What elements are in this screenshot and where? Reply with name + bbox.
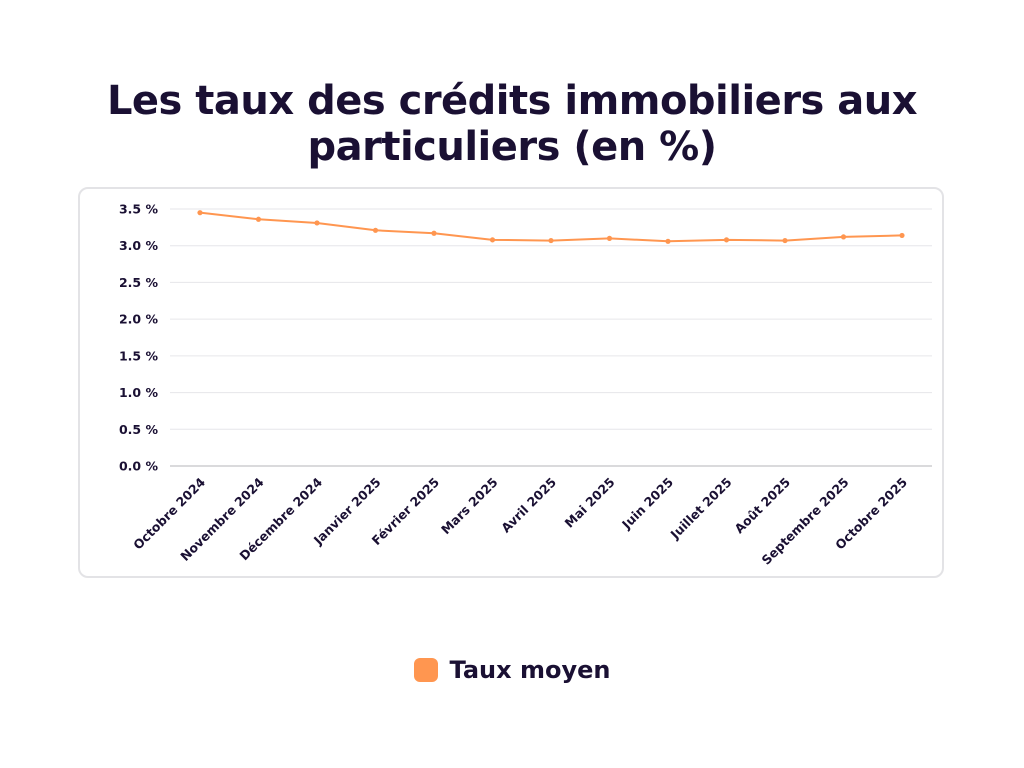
legend: Taux moyen (0, 656, 1024, 684)
x-tick-label: Avril 2025 (498, 475, 559, 536)
data-point[interactable] (606, 235, 613, 241)
y-tick-label: 2.5 % (119, 275, 158, 290)
y-tick-label: 0.5 % (119, 422, 158, 437)
data-point[interactable] (314, 220, 320, 226)
chart-card: 0.0 % 0.5 % 1.0 % 1.5 % 2.0 % 2.5 % 3.0 % 3.5 %… (78, 187, 944, 578)
data-point[interactable] (489, 237, 496, 243)
x-tick-label: Juin 2025 (618, 475, 676, 533)
chart-title: Les taux des crédits immobiliers aux par… (0, 78, 1024, 170)
x-tick-label: Mars 2025 (438, 475, 501, 538)
legend-label: Taux moyen (449, 656, 611, 684)
data-point[interactable] (255, 216, 262, 222)
y-tick-label: 0.0 % (119, 459, 158, 474)
data-point[interactable] (372, 227, 379, 233)
data-point[interactable] (840, 234, 847, 240)
series-line (199, 211, 903, 243)
y-axis-tick-labels: 0.0 % 0.5 % 1.0 % 1.5 % 2.0 % 2.5 % 3.0 % 3.5 % (119, 202, 158, 474)
data-point[interactable] (431, 230, 437, 236)
y-tick-label: 2.0 % (119, 312, 158, 327)
data-point[interactable] (548, 237, 554, 244)
y-tick-label: 1.0 % (119, 385, 158, 400)
line-chart: 0.0 % 0.5 % 1.0 % 1.5 % 2.0 % 2.5 % 3.0 % 3.5 %… (119, 202, 932, 568)
x-tick-label: Juillet 2025 (667, 475, 735, 543)
x-tick-label: Août 2025 (731, 475, 793, 537)
grid-lines (170, 208, 932, 467)
y-tick-label: 3.5 % (119, 202, 158, 217)
data-point[interactable] (782, 237, 788, 244)
data-point[interactable] (197, 210, 203, 216)
data-point[interactable] (723, 237, 730, 243)
x-tick-label: Mai 2025 (562, 475, 618, 531)
y-tick-label: 3.0 % (119, 238, 158, 253)
chart-title-text: Les taux des crédits immobiliers aux par… (106, 78, 918, 170)
series-taux-moyen (197, 210, 905, 244)
data-point[interactable] (899, 232, 905, 239)
y-tick-label: 1.5 % (119, 348, 158, 363)
data-point[interactable] (665, 238, 671, 244)
legend-swatch (413, 658, 438, 682)
